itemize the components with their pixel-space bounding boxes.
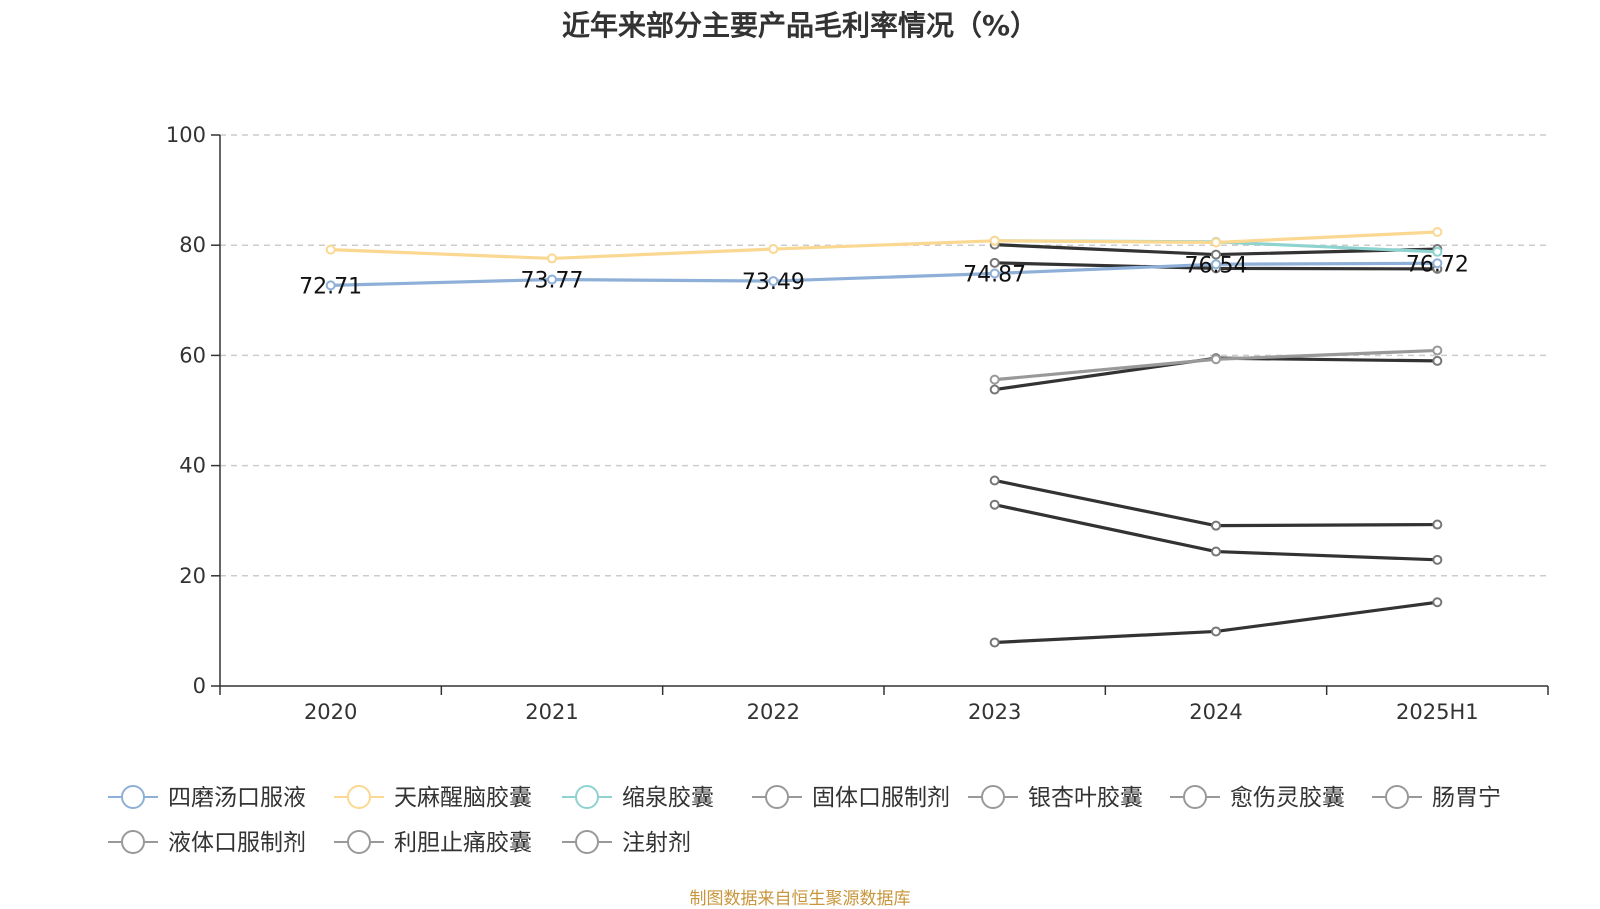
legend-label: 缩泉胶囊 bbox=[622, 785, 714, 811]
legend-marker bbox=[575, 830, 599, 854]
data-point bbox=[1211, 546, 1221, 557]
data-point bbox=[1432, 355, 1443, 366]
legend-marker bbox=[121, 785, 145, 809]
x-tick-label: 2020 bbox=[304, 700, 357, 724]
x-tick-label: 2024 bbox=[1189, 700, 1242, 724]
legend-item-4: 固体口服制剂 bbox=[752, 785, 950, 811]
x-tick-label: 2025H1 bbox=[1396, 700, 1479, 724]
data-point bbox=[989, 499, 1000, 510]
series-6 bbox=[989, 345, 1443, 385]
series-line bbox=[330, 261, 1438, 287]
y-tick-label: 60 bbox=[179, 343, 206, 367]
data-label: 76.54 bbox=[1185, 253, 1248, 278]
series-9 bbox=[989, 499, 1443, 565]
data-label: 74.87 bbox=[963, 262, 1026, 287]
data-point bbox=[989, 384, 1000, 395]
x-tick-label: 2023 bbox=[968, 700, 1021, 724]
series-8 bbox=[989, 475, 1443, 531]
data-label: 73.49 bbox=[742, 270, 805, 295]
data-point bbox=[325, 244, 336, 255]
series-line bbox=[330, 230, 1438, 261]
series-10 bbox=[989, 597, 1443, 648]
legend-marker bbox=[765, 785, 789, 809]
legend-item-2: 天麻醒脑胶囊 bbox=[334, 785, 532, 811]
data-label: 76.72 bbox=[1406, 252, 1469, 277]
data-point bbox=[989, 257, 1000, 268]
y-tick-label: 40 bbox=[179, 454, 206, 478]
y-tick-label: 20 bbox=[179, 564, 206, 588]
data-point bbox=[325, 280, 336, 291]
legend-item-1: 四磨汤口服液 bbox=[108, 785, 306, 811]
legend-item-5: 银杏叶胶囊 bbox=[968, 785, 1143, 811]
legend-label: 液体口服制剂 bbox=[168, 830, 306, 856]
data-point bbox=[768, 244, 779, 255]
legend-label: 利胆止痛胶囊 bbox=[394, 830, 532, 856]
data-point bbox=[768, 276, 779, 287]
data-point bbox=[989, 475, 1000, 486]
chart-title: 近年来部分主要产品毛利率情况（%） bbox=[561, 9, 1039, 42]
legend-item-8: 液体口服制剂 bbox=[108, 830, 306, 856]
legend-label: 固体口服制剂 bbox=[812, 785, 950, 811]
x-tick-label: 2022 bbox=[747, 700, 800, 724]
legend-marker bbox=[347, 830, 371, 854]
data-point bbox=[989, 268, 1000, 279]
data-point bbox=[1211, 249, 1221, 260]
legend-label: 愈伤灵胶囊 bbox=[1230, 785, 1345, 811]
legend-label: 银杏叶胶囊 bbox=[1028, 785, 1143, 811]
data-point bbox=[989, 235, 1000, 246]
data-point bbox=[1432, 597, 1443, 608]
y-tick-label: 100 bbox=[166, 123, 206, 147]
data-point bbox=[1432, 554, 1443, 565]
legend-item-10: 注射剂 bbox=[562, 830, 691, 856]
legend-item-6: 愈伤灵胶囊 bbox=[1170, 785, 1345, 811]
data-label: 73.77 bbox=[521, 269, 584, 294]
data-point bbox=[1432, 226, 1443, 237]
legend-label: 注射剂 bbox=[622, 830, 691, 856]
legend-marker bbox=[121, 830, 145, 854]
legend-item-3: 缩泉胶囊 bbox=[562, 785, 714, 811]
legend-label: 四磨汤口服液 bbox=[168, 785, 306, 811]
legend-label: 肠胃宁 bbox=[1432, 785, 1501, 811]
x-tick-label: 2021 bbox=[525, 700, 578, 724]
data-point bbox=[1211, 259, 1221, 270]
data-point bbox=[1432, 519, 1443, 530]
legend-item-9: 利胆止痛胶囊 bbox=[334, 830, 532, 856]
data-point bbox=[1211, 354, 1221, 365]
y-tick-label: 0 bbox=[193, 674, 206, 698]
data-point bbox=[989, 637, 1000, 648]
data-point bbox=[1211, 520, 1221, 531]
data-point bbox=[989, 374, 1000, 385]
legend-item-7: 肠胃宁 bbox=[1372, 785, 1501, 811]
series-1 bbox=[325, 258, 1443, 291]
data-point bbox=[1432, 258, 1443, 269]
legend-marker bbox=[347, 785, 371, 809]
legend-marker bbox=[575, 785, 599, 809]
source-note: 制图数据来自恒生聚源数据库 bbox=[689, 889, 911, 909]
legend-marker bbox=[981, 785, 1005, 809]
legend-marker bbox=[1183, 785, 1207, 809]
series-2 bbox=[325, 226, 1443, 264]
data-point bbox=[1432, 345, 1443, 356]
data-label: 72.71 bbox=[299, 274, 362, 299]
legend-label: 天麻醒脑胶囊 bbox=[394, 785, 532, 811]
legend-marker bbox=[1385, 785, 1409, 809]
data-point bbox=[547, 253, 557, 264]
data-point bbox=[547, 274, 557, 285]
data-point bbox=[1211, 237, 1221, 248]
data-point bbox=[1432, 246, 1443, 257]
data-point bbox=[1211, 626, 1221, 637]
y-tick-label: 80 bbox=[179, 233, 206, 257]
